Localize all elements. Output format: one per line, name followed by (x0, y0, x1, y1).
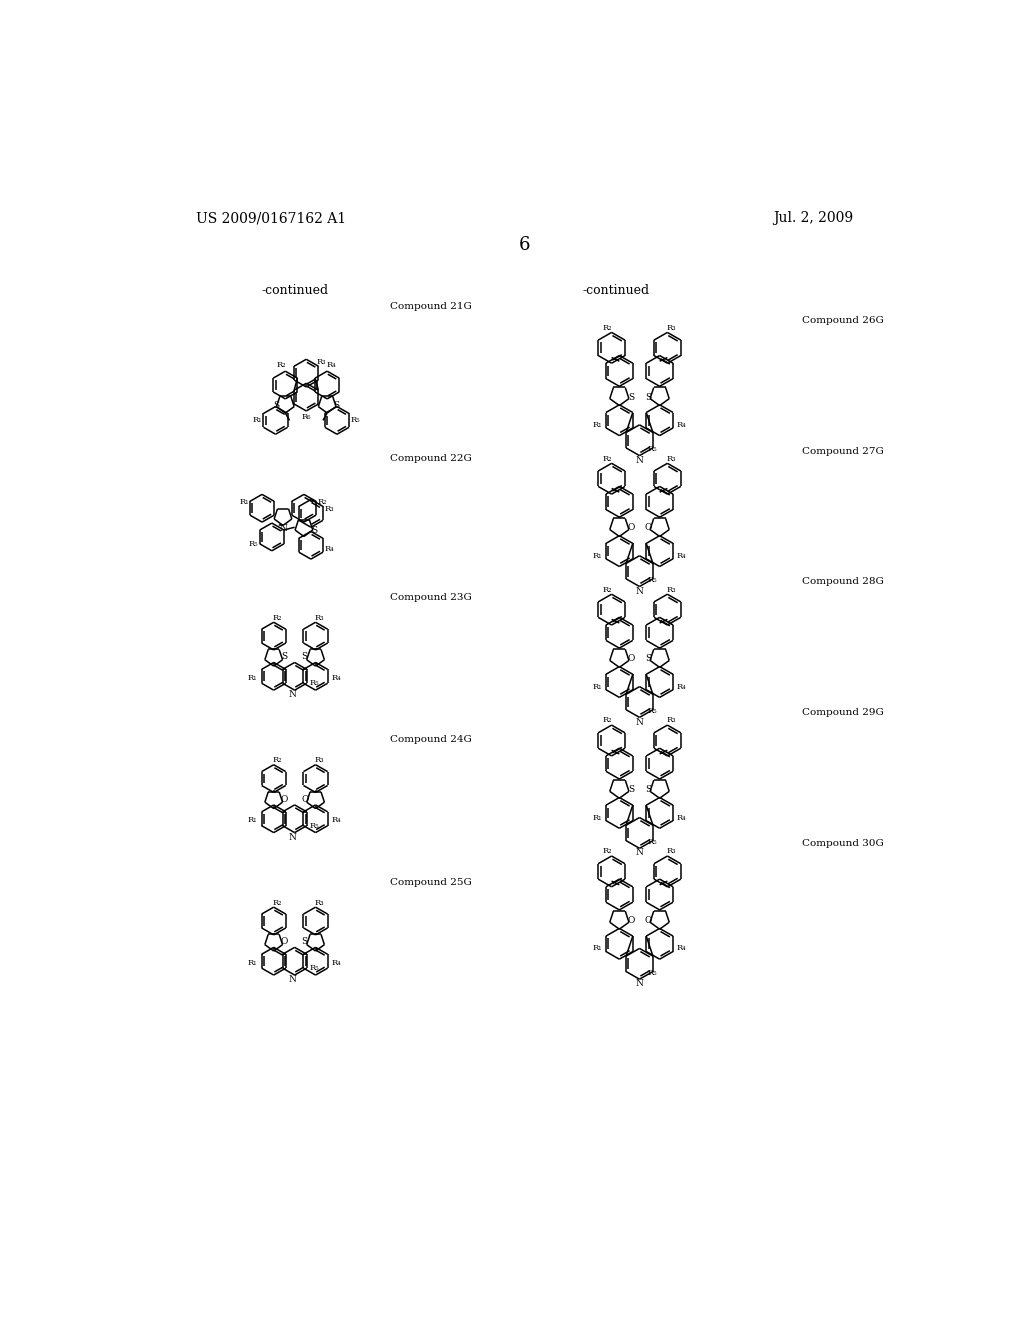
Text: R₃: R₃ (314, 899, 325, 907)
Text: Compound 23G: Compound 23G (390, 593, 472, 602)
Text: R₄: R₄ (677, 682, 686, 690)
Text: R₄: R₄ (332, 816, 341, 824)
Text: R₁: R₁ (593, 552, 602, 560)
Text: N: N (289, 833, 296, 842)
Text: R₅: R₅ (647, 445, 656, 454)
Text: Compound 28G: Compound 28G (802, 577, 884, 586)
Text: R₁: R₁ (248, 673, 257, 682)
Text: N: N (636, 586, 643, 595)
Text: R₁: R₁ (240, 498, 249, 506)
Text: R₄: R₄ (677, 813, 686, 821)
Text: S: S (645, 655, 651, 664)
Text: R₁: R₁ (593, 421, 602, 429)
Text: R₅: R₅ (350, 416, 359, 425)
Text: N: N (636, 455, 643, 465)
Text: R₂: R₂ (603, 717, 612, 725)
Text: R₆: R₆ (301, 413, 311, 421)
Text: R₅: R₅ (310, 964, 319, 972)
Text: R₅: R₅ (647, 838, 656, 846)
Text: R₅: R₅ (310, 680, 319, 688)
Text: R₃: R₃ (314, 614, 325, 622)
Text: N: N (289, 975, 296, 985)
Text: S: S (302, 937, 308, 946)
Text: N: N (289, 690, 296, 700)
Text: O: O (644, 524, 651, 532)
Text: Jul. 2, 2009: Jul. 2, 2009 (773, 211, 853, 226)
Text: O: O (628, 916, 635, 925)
Text: S: S (628, 392, 634, 401)
Text: R₄: R₄ (677, 421, 686, 429)
Text: -continued: -continued (261, 284, 328, 297)
Text: O: O (628, 655, 635, 664)
Text: R₅: R₅ (647, 708, 656, 715)
Text: O: O (628, 524, 635, 532)
Text: R₂: R₂ (603, 847, 612, 855)
Text: R₃: R₃ (667, 323, 676, 331)
Text: N: N (636, 849, 643, 858)
Text: R₃: R₃ (314, 756, 325, 764)
Text: Compound 30G: Compound 30G (802, 840, 884, 849)
Text: S: S (645, 785, 651, 795)
Text: R₁: R₁ (253, 416, 262, 425)
Text: R₃: R₃ (667, 586, 676, 594)
Text: R₄: R₄ (677, 944, 686, 953)
Text: Compound 27G: Compound 27G (802, 446, 884, 455)
Text: O: O (281, 937, 288, 946)
Text: R₅: R₅ (310, 821, 319, 830)
Text: R₁: R₁ (593, 682, 602, 690)
Text: R₃: R₃ (667, 847, 676, 855)
Text: R₃: R₃ (667, 717, 676, 725)
Text: R₄: R₄ (332, 958, 341, 966)
Text: R₂: R₂ (272, 899, 283, 907)
Text: R₄: R₄ (325, 545, 334, 553)
Text: O: O (281, 795, 288, 804)
Text: R₅: R₅ (647, 577, 656, 585)
Text: Compound 21G: Compound 21G (390, 302, 472, 310)
Text: R₂: R₂ (317, 498, 327, 506)
Text: R₄: R₄ (327, 362, 336, 370)
Text: R₃: R₃ (325, 506, 334, 513)
Text: S: S (302, 652, 308, 661)
Text: S: S (334, 401, 340, 409)
Text: S: S (645, 392, 651, 401)
Text: -continued: -continued (583, 284, 650, 297)
Text: Compound 22G: Compound 22G (390, 454, 472, 463)
Text: 6: 6 (519, 236, 530, 253)
Text: US 2009/0167162 A1: US 2009/0167162 A1 (197, 211, 346, 226)
Text: R₃: R₃ (667, 454, 676, 463)
Text: R₅: R₅ (647, 969, 656, 977)
Text: R₂: R₂ (272, 614, 283, 622)
Text: R₄: R₄ (677, 552, 686, 560)
Text: R₁: R₁ (593, 813, 602, 821)
Text: R₂: R₂ (272, 756, 283, 764)
Text: N: N (280, 524, 287, 533)
Text: S: S (311, 525, 317, 535)
Text: Compound 26G: Compound 26G (802, 315, 884, 325)
Text: S: S (282, 652, 288, 661)
Text: O: O (644, 916, 651, 925)
Text: R₄: R₄ (332, 673, 341, 682)
Text: N: N (636, 979, 643, 989)
Text: R₂: R₂ (603, 454, 612, 463)
Text: S: S (628, 785, 634, 795)
Text: Compound 24G: Compound 24G (390, 735, 472, 744)
Text: Compound 29G: Compound 29G (802, 709, 884, 717)
Text: R₅: R₅ (249, 540, 258, 548)
Text: R₂: R₂ (276, 362, 286, 370)
Text: R₃: R₃ (317, 358, 327, 367)
Text: R₁: R₁ (248, 958, 257, 966)
Text: Compound 25G: Compound 25G (390, 878, 472, 887)
Text: O: O (301, 795, 308, 804)
Text: R₂: R₂ (603, 323, 612, 331)
Text: R₁: R₁ (593, 944, 602, 953)
Text: R₁: R₁ (248, 816, 257, 824)
Text: S: S (273, 401, 280, 409)
Text: N: N (636, 718, 643, 726)
Text: R₂: R₂ (603, 586, 612, 594)
